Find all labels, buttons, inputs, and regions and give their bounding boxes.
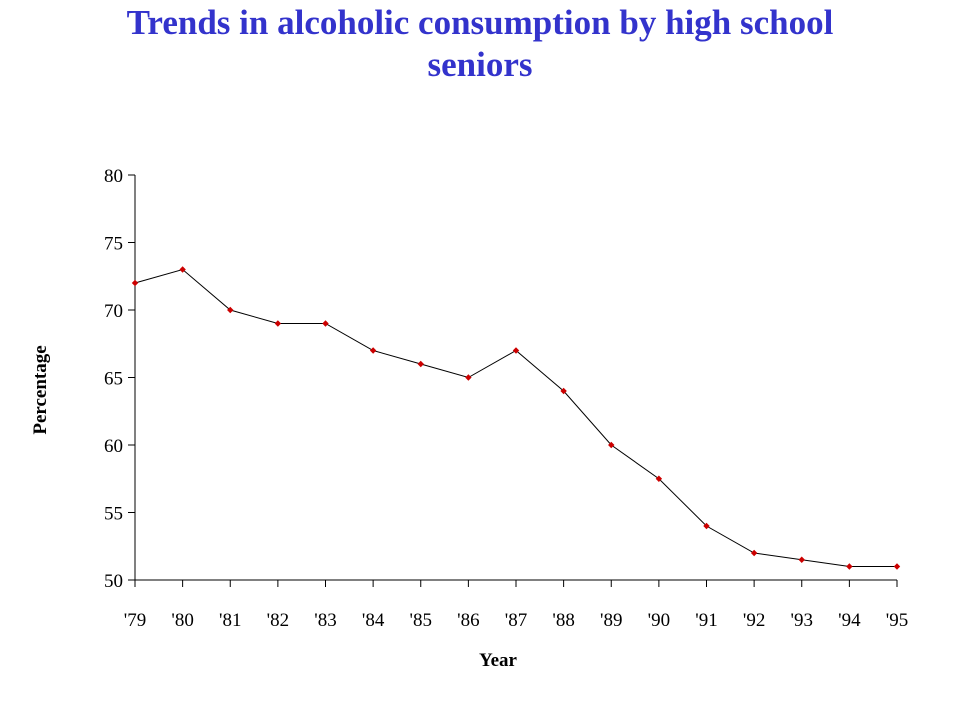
data-point — [465, 374, 472, 381]
series-line — [134, 268, 897, 567]
data-point — [369, 347, 377, 354]
data-point — [798, 556, 805, 563]
data-point — [227, 306, 234, 314]
series-line-group — [134, 268, 897, 567]
y-axis-label: Percentage — [30, 345, 51, 434]
x-tick-label: '84 — [362, 610, 385, 631]
data-point — [179, 266, 186, 273]
data-point — [417, 360, 424, 368]
x-tick-label: '87 — [505, 610, 527, 631]
x-tick-label: '89 — [600, 610, 622, 631]
x-tick-label: '94 — [838, 610, 861, 631]
x-tick-label: '83 — [314, 610, 336, 631]
data-point — [274, 320, 282, 327]
x-tick-label: '86 — [457, 610, 479, 631]
x-tick-label: '92 — [743, 610, 765, 631]
data-point — [893, 563, 901, 570]
data-point — [703, 522, 710, 530]
x-tick-label: '81 — [219, 610, 241, 631]
data-point — [131, 279, 139, 287]
y-tick-label: 70 — [104, 301, 123, 322]
x-axis-ticks: '79 '80 '81 '82 '83 '84 '85 '86 '87 '88 '89 '90 '91 '… — [124, 580, 908, 631]
chart-title-line-2: seniors — [427, 45, 533, 84]
x-axis-label: Year — [479, 650, 518, 671]
chart-title: Trends in alcoholic consumption by high … — [0, 2, 960, 86]
x-tick-label: '95 — [886, 610, 908, 631]
x-tick-label: '79 — [124, 610, 146, 631]
data-point — [846, 563, 853, 570]
x-tick-label: '80 — [171, 610, 193, 631]
x-tick-label: '82 — [267, 610, 289, 631]
x-tick-label: '90 — [648, 610, 670, 631]
data-point — [512, 347, 520, 354]
x-tick-label: '85 — [410, 610, 432, 631]
x-tick-label: '88 — [552, 610, 574, 631]
y-axis-ticks: 50 55 60 65 70 75 80 — [104, 166, 135, 592]
chart-title-line-1: Trends in alcoholic consumption by high … — [126, 3, 834, 42]
data-point — [560, 387, 567, 395]
data-points — [131, 266, 901, 570]
y-tick-label: 65 — [104, 369, 123, 390]
x-tick-label: '93 — [791, 610, 813, 631]
y-tick-label: 60 — [104, 436, 123, 457]
y-tick-label: 50 — [104, 571, 123, 592]
data-point — [322, 320, 329, 327]
y-tick-label: 75 — [104, 234, 123, 255]
x-tick-label: '91 — [695, 610, 717, 631]
data-point — [750, 549, 758, 557]
chart-axes — [134, 175, 897, 581]
y-tick-label: 80 — [104, 166, 123, 187]
data-point — [608, 441, 615, 449]
data-point — [655, 475, 663, 482]
y-tick-label: 55 — [104, 504, 123, 525]
